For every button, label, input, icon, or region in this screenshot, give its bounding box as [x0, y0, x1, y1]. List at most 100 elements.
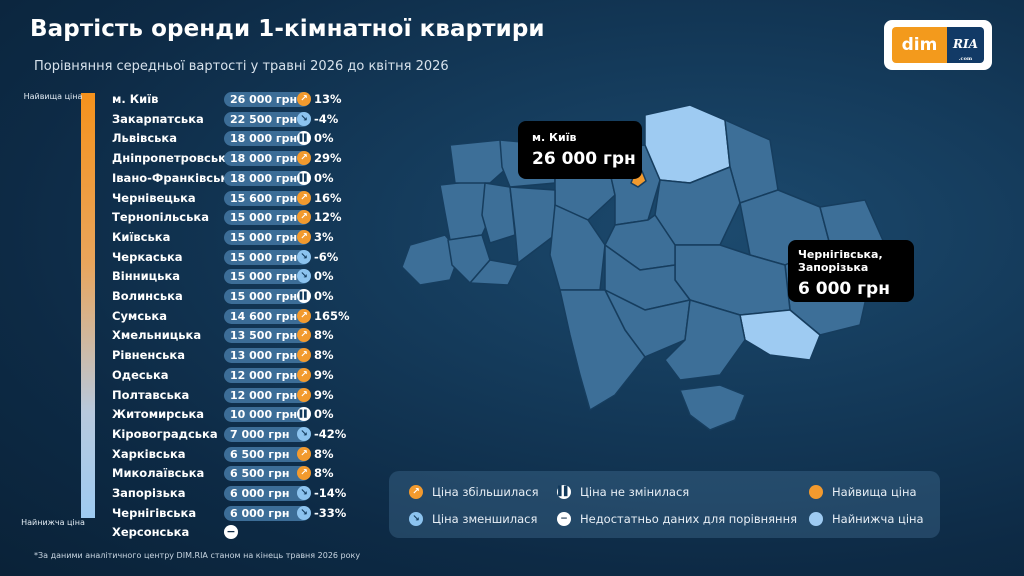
minus-icon: −	[557, 512, 571, 526]
price-pill	[224, 249, 310, 265]
change-value: 16%	[314, 190, 342, 205]
dim-ria-logo[interactable]: dim RIA .com	[884, 20, 992, 70]
price-value: 15 000 грн	[230, 290, 298, 303]
kyiv-callout: м. Київ 26 000 грн	[518, 121, 642, 179]
price-pill	[224, 426, 310, 442]
region-name: Кіровоградська	[112, 426, 218, 441]
price-pill	[224, 111, 310, 127]
footnote: *За даними аналітичного центру DIM.RIA с…	[34, 551, 361, 560]
region-name: Рівненська	[112, 348, 185, 363]
region-name: Одеська	[112, 367, 169, 382]
price-pill	[224, 131, 310, 147]
table-row: Херсонська −	[0, 522, 380, 542]
pause-icon: ▌▌	[297, 131, 311, 146]
pause-icon: ▌▌	[557, 485, 571, 499]
change-value: 0%	[314, 407, 334, 422]
price-value: 18 000 грн	[230, 171, 298, 185]
price-pill	[224, 348, 310, 364]
arrow-up-right-icon: ↗	[297, 446, 311, 461]
price-value: 15 000 грн	[230, 230, 298, 244]
region-name: Херсонська	[112, 525, 190, 540]
change-value: 12%	[314, 210, 342, 225]
table-row: Харківська 6 500 грн 8% ↗	[0, 444, 380, 464]
scale-top-label: Найвища ціна	[23, 92, 83, 101]
region-khmelnytska	[509, 186, 556, 264]
price-pill	[224, 446, 310, 462]
price-value: 12 000 грн	[230, 388, 298, 402]
price-value: 13 000 грн	[230, 349, 298, 363]
lowest-callout: Чернігівська, Запорізька 6 000 грн	[788, 240, 914, 302]
price-pill	[224, 289, 310, 304]
legend: ↗ Ціна збільшилася ▌▌ Ціна не змінилася …	[389, 471, 940, 538]
change-value: 0%	[314, 289, 334, 303]
pause-icon: ▌▌	[297, 289, 311, 303]
change-value: -6%	[314, 249, 339, 264]
table-row: Вінницька 15 000 грн 0% ↘	[0, 266, 380, 286]
region-name: Чернігівська	[112, 505, 197, 520]
table-row: Львівська 18 000 грн 0% ▌▌	[0, 128, 380, 148]
region-ternopilska	[481, 182, 516, 244]
table-row: Житомирська 10 000 грн 0% ▌▌	[0, 404, 380, 424]
region-name: Сумська	[112, 308, 167, 323]
price-pill	[224, 367, 310, 383]
region-name: Закарпатська	[112, 111, 204, 126]
arrow-down-right-icon: ↘	[297, 505, 311, 520]
price-pill	[224, 308, 310, 324]
arrow-down-right-icon: ↘	[297, 426, 311, 441]
region-name: м. Київ	[112, 92, 159, 106]
price-scale-bar	[81, 93, 95, 518]
price-value: 18 000 грн	[230, 152, 298, 166]
region-name: Запорізька	[112, 486, 186, 500]
table-row: м. Київ 26 000 грн 13% ↗	[0, 89, 380, 109]
region-khersonska	[664, 299, 746, 381]
logo-ria: RIA .com	[947, 27, 984, 63]
arrow-up-right-icon: ↗	[409, 485, 423, 499]
table-row: Чернівецька 15 600 грн 16% ↗	[0, 188, 380, 208]
scale-bottom-label: Найнижча ціна	[21, 518, 85, 527]
change-value: 29%	[314, 151, 342, 166]
price-pill	[224, 190, 310, 206]
price-pill	[224, 210, 310, 226]
table-row: Волинська 15 000 грн 0% ▌▌	[0, 286, 380, 306]
table-row: Тернопільська 15 000 грн 12% ↗	[0, 207, 380, 227]
price-value: 14 600 грн	[230, 309, 298, 323]
region-zakarpatska	[401, 234, 461, 286]
page-title: Вартість оренди 1-кімнатної квартири	[30, 16, 545, 42]
arrow-up-right-icon: ↗	[297, 308, 311, 323]
change-value: 8%	[314, 466, 334, 481]
pause-icon: ▌▌	[297, 170, 311, 185]
logo-dim: dim	[892, 27, 947, 63]
price-pill	[224, 92, 310, 107]
arrow-up-right-icon: ↗	[297, 328, 311, 343]
price-value: 15 000 грн	[230, 250, 298, 264]
region-odeska	[559, 289, 646, 411]
change-value: 8%	[314, 446, 334, 461]
arrow-up-right-icon: ↗	[297, 151, 311, 166]
table-row: Рівненська 13 000 грн 8% ↗	[0, 345, 380, 365]
change-value: 8%	[314, 328, 334, 343]
arrow-up-right-icon: ↗	[297, 466, 311, 481]
arrow-up-right-icon: ↗	[297, 387, 311, 402]
change-value: 9%	[314, 387, 334, 402]
price-value: 26 000 грн	[230, 93, 298, 106]
change-value: 0%	[314, 131, 334, 146]
region-crimea	[679, 384, 746, 431]
price-pill	[224, 151, 310, 167]
region-name: Хмельницька	[112, 328, 202, 343]
table-row: Кіровоградська 7 000 грн -42% ↘	[0, 424, 380, 444]
pause-icon: ▌▌	[297, 407, 311, 422]
table-row: Одеська 12 000 грн 9% ↗	[0, 365, 380, 385]
price-value: 6 000 грн	[230, 506, 290, 520]
region-name: Івано-Франківська	[112, 170, 236, 185]
kyiv-callout-price: 26 000 грн	[532, 149, 636, 169]
change-value: -4%	[314, 111, 339, 126]
region-name: Вінницька	[112, 269, 181, 284]
change-value: 3%	[314, 229, 334, 244]
table-row: Запорізька 6 000 грн -14% ↘	[0, 483, 380, 503]
change-value: 165%	[314, 308, 350, 323]
arrow-down-right-icon: ↘	[409, 512, 423, 526]
price-value: 13 500 грн	[230, 329, 298, 343]
change-value: 9%	[314, 367, 334, 382]
region-chernivetska	[469, 259, 519, 286]
price-pill	[224, 170, 310, 186]
